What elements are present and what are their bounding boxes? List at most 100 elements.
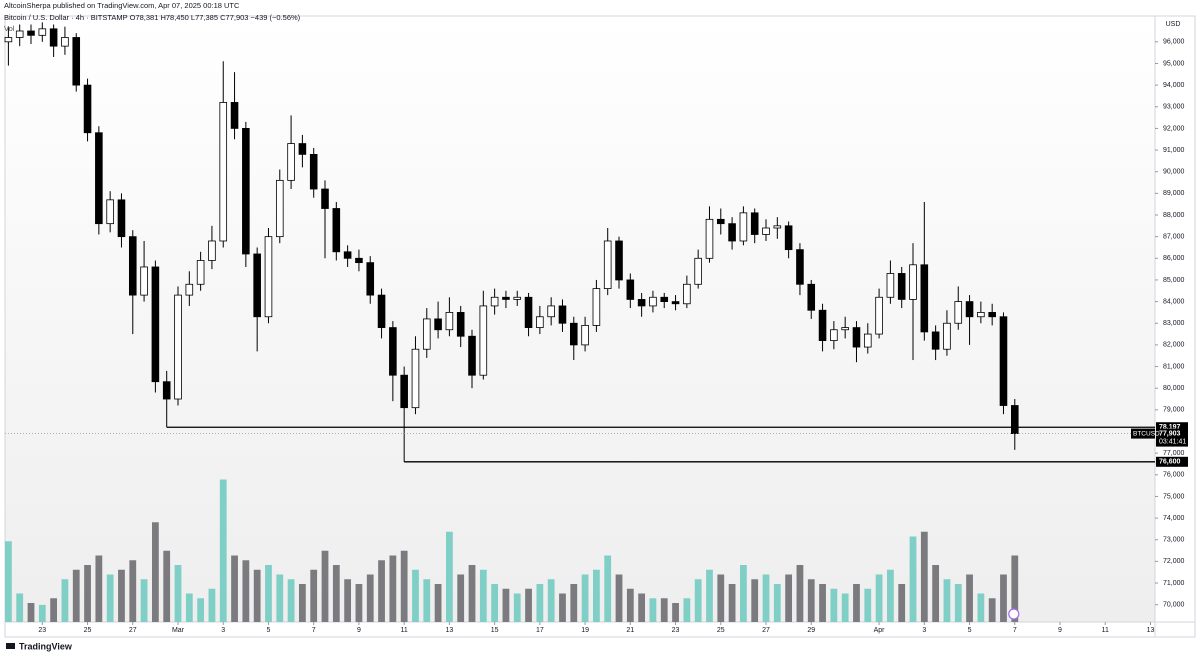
x-tick-label: 13 bbox=[445, 627, 453, 634]
candle-body bbox=[162, 381, 171, 400]
volume-bar bbox=[118, 569, 125, 622]
candle-body bbox=[547, 305, 555, 318]
volume-bar bbox=[683, 598, 691, 622]
volume-bar bbox=[242, 560, 250, 622]
candle-body bbox=[321, 188, 329, 209]
volume-bar bbox=[988, 598, 996, 622]
volume-bar bbox=[491, 584, 499, 622]
y-tick-label: 85,000 bbox=[1163, 277, 1185, 284]
y-tick-label: 88,000 bbox=[1163, 212, 1185, 219]
x-tick-label: 5 bbox=[267, 627, 271, 634]
candle-body bbox=[298, 143, 307, 155]
candle-body bbox=[965, 301, 974, 318]
candle-body bbox=[434, 318, 442, 331]
candle-body bbox=[128, 236, 137, 296]
candle-body bbox=[468, 335, 476, 376]
y-tick-label: 92,000 bbox=[1163, 125, 1185, 132]
y-tick-label: 81,000 bbox=[1163, 363, 1185, 370]
brand: TradingView bbox=[19, 641, 73, 651]
volume-bar bbox=[502, 588, 510, 622]
volume-bar bbox=[649, 598, 657, 622]
candle-body bbox=[83, 84, 92, 134]
volume-bar bbox=[344, 579, 352, 622]
y-tick-label: 96,000 bbox=[1163, 39, 1185, 46]
volume-bar bbox=[570, 584, 578, 622]
candle-body bbox=[852, 327, 861, 348]
candle-body bbox=[343, 251, 352, 259]
volume-bar bbox=[265, 565, 272, 622]
volume-bar bbox=[84, 565, 91, 622]
candle-body bbox=[196, 260, 205, 285]
candle-body bbox=[411, 348, 420, 409]
candle-body bbox=[389, 327, 397, 376]
volume-bar bbox=[457, 574, 465, 622]
y-tick-label: 90,000 bbox=[1163, 169, 1185, 176]
volume-bar bbox=[27, 603, 35, 622]
y-tick-label: 76,000 bbox=[1163, 472, 1185, 479]
volume-bar bbox=[400, 550, 408, 622]
candle-body bbox=[95, 132, 103, 225]
chart-frame bbox=[4, 15, 1196, 638]
volume-bar bbox=[954, 584, 962, 622]
volume-bar bbox=[626, 588, 634, 622]
volume-bar bbox=[185, 593, 193, 622]
volume-bar bbox=[446, 531, 453, 622]
volume-bar bbox=[231, 555, 238, 622]
x-tick-label: 29 bbox=[807, 627, 815, 634]
volume-bar bbox=[943, 579, 951, 622]
volume-bar bbox=[638, 593, 646, 622]
volume-bar bbox=[310, 569, 318, 622]
y-tick-label: 86,000 bbox=[1163, 255, 1185, 262]
x-tick-label: 7 bbox=[312, 627, 316, 634]
volume-bar bbox=[909, 536, 917, 622]
volume-bar bbox=[740, 565, 747, 622]
currency-label: USD bbox=[1166, 21, 1181, 28]
volume-bar bbox=[593, 569, 600, 622]
volume-bar bbox=[321, 550, 329, 622]
volume-bar bbox=[694, 579, 702, 622]
candle-body bbox=[592, 288, 601, 326]
candle-body bbox=[27, 30, 35, 36]
volume-bar bbox=[717, 574, 725, 622]
volume-bar bbox=[389, 555, 397, 622]
volume-bar bbox=[140, 579, 148, 622]
volume-bar bbox=[38, 604, 46, 622]
x-tick-label: 27 bbox=[129, 627, 137, 634]
level-price-label: 78,197 bbox=[1159, 424, 1181, 431]
candle-body bbox=[649, 296, 657, 307]
volume-bar bbox=[559, 593, 566, 622]
volume-bar bbox=[276, 574, 284, 622]
volume-bar bbox=[875, 574, 883, 622]
candle-body bbox=[377, 294, 386, 328]
volume-bar bbox=[864, 588, 872, 622]
candle-body bbox=[502, 296, 510, 300]
candle-body bbox=[762, 227, 770, 235]
volume-bar bbox=[751, 579, 759, 622]
volume-bar bbox=[332, 565, 340, 622]
volume-bar bbox=[581, 574, 589, 622]
x-tick-label: 21 bbox=[626, 627, 634, 634]
candle-body bbox=[999, 316, 1008, 406]
candle-body bbox=[106, 199, 114, 225]
volume-bar bbox=[1011, 555, 1019, 622]
candle-body bbox=[728, 223, 736, 242]
footer-logo: TradingView bbox=[6, 641, 73, 651]
candle-body bbox=[920, 264, 929, 333]
candle-body bbox=[773, 225, 782, 229]
candle-body bbox=[671, 301, 680, 305]
volume-bar bbox=[152, 522, 159, 622]
x-tick-label: 25 bbox=[84, 627, 92, 634]
plot-background bbox=[5, 16, 1155, 622]
candle-body bbox=[818, 309, 827, 341]
candle-body bbox=[445, 312, 454, 331]
symbol-line: Bitcoin / U.S. Dollar · 4h · BITSTAMP bbox=[4, 13, 128, 22]
last-price-box bbox=[1156, 428, 1188, 447]
candle-body bbox=[366, 262, 375, 296]
volume-bar bbox=[5, 541, 12, 622]
candle-body bbox=[615, 240, 623, 281]
candle-body bbox=[637, 299, 646, 307]
volume-bar bbox=[479, 569, 487, 622]
x-tick-label: 23 bbox=[38, 627, 46, 634]
